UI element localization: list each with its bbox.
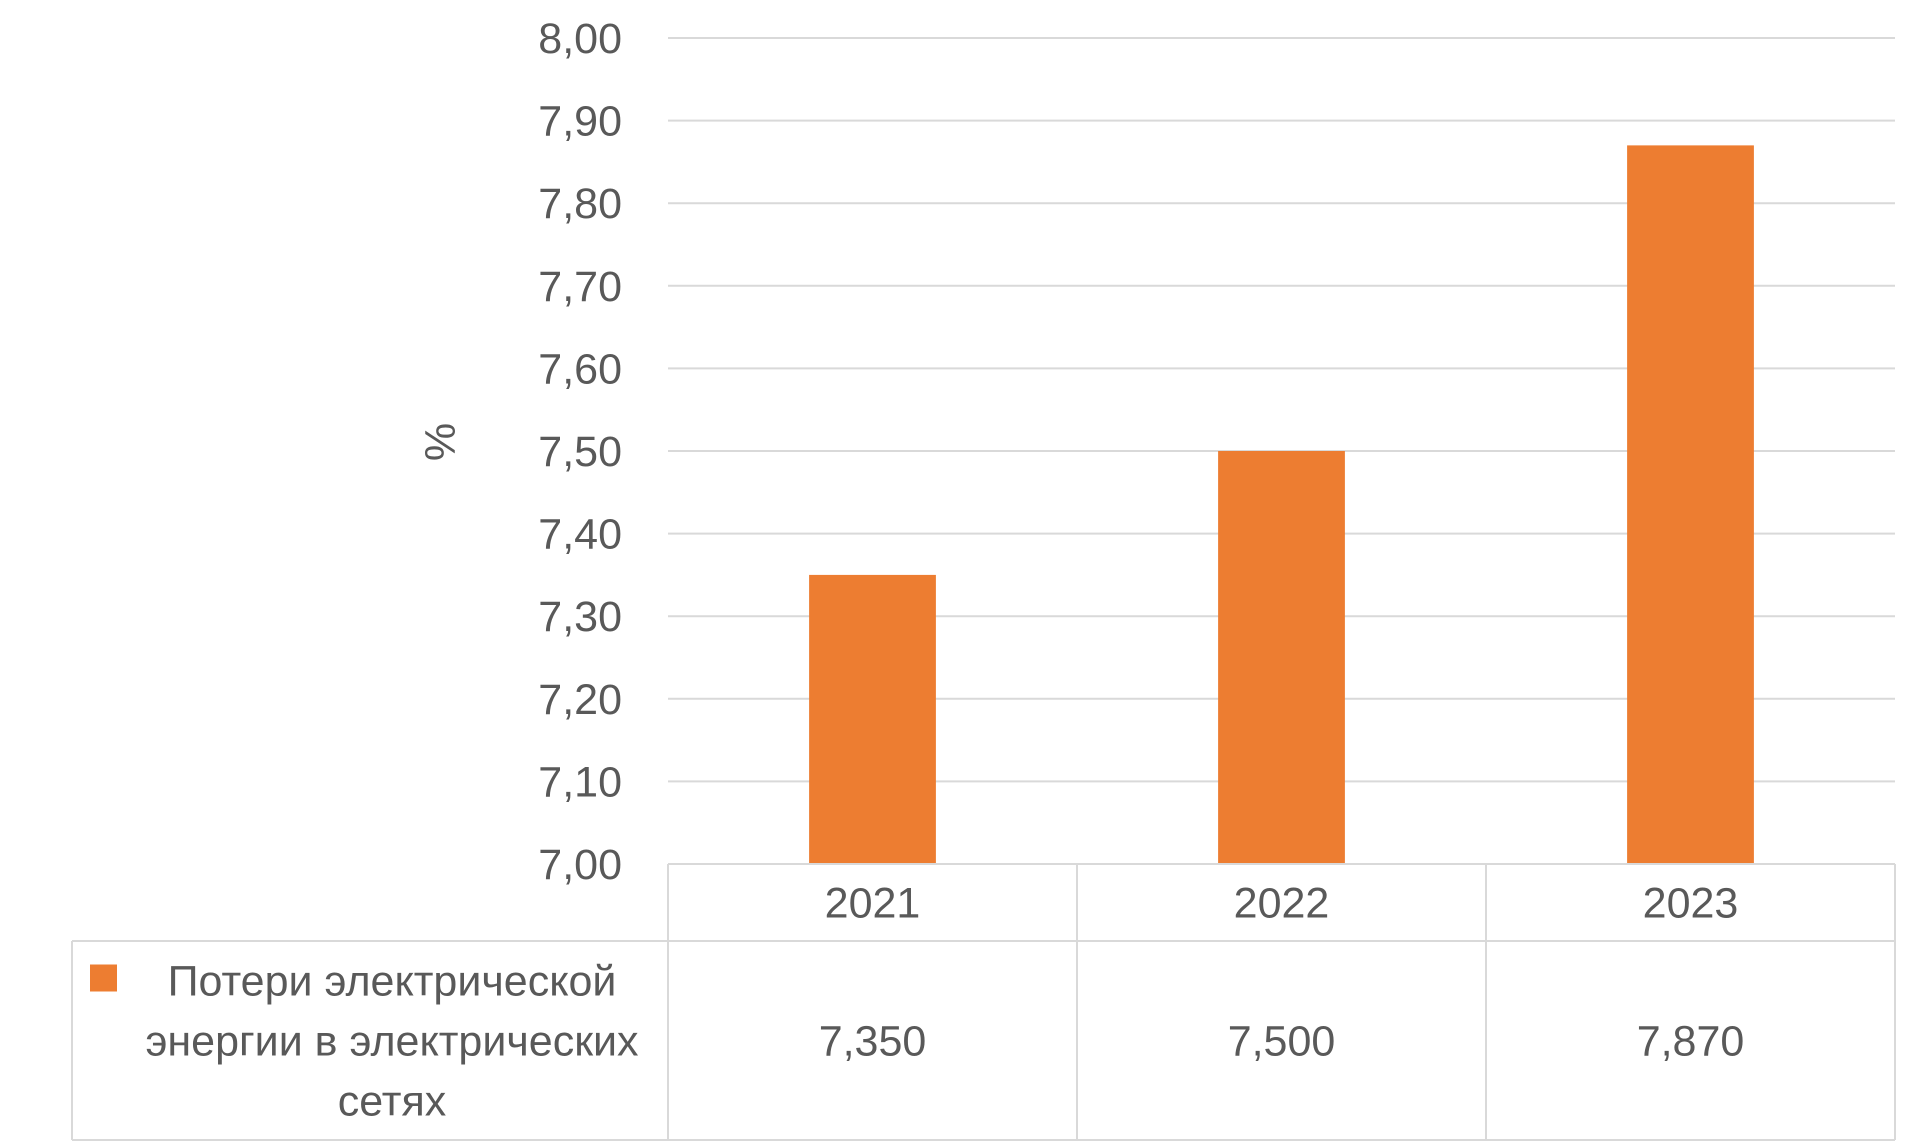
x-category-label: 2023 bbox=[1643, 880, 1739, 928]
y-tick-label: 7,50 bbox=[538, 428, 622, 476]
y-tick-label: 7,10 bbox=[538, 758, 622, 806]
data-table: 2021 7,350 2022 7,500 2023 7,870 Потери электр… bbox=[71, 863, 1896, 1141]
bar-2023 bbox=[1627, 145, 1754, 864]
data-value-label: 7,870 bbox=[1637, 1018, 1745, 1066]
y-tick-label: 7,90 bbox=[538, 98, 622, 146]
bars bbox=[809, 145, 1754, 864]
x-category-label: 2021 bbox=[825, 880, 921, 928]
data-value-label: 7,500 bbox=[1228, 1018, 1336, 1066]
y-tick-label: 7,30 bbox=[538, 593, 622, 641]
y-axis-title: % bbox=[417, 423, 465, 461]
y-axis-ticks: 7,00 7,10 7,20 7,30 7,40 7,50 7,60 7,70 7,80 7,90… bbox=[538, 15, 622, 889]
y-tick-label: 7,40 bbox=[538, 511, 622, 559]
bar-2021 bbox=[809, 574, 936, 864]
legend-series-name: Потери электрической bbox=[168, 958, 617, 1006]
legend-series-name: сетях bbox=[338, 1078, 447, 1126]
x-category-label: 2022 bbox=[1234, 880, 1330, 928]
y-tick-label: 7,70 bbox=[538, 263, 622, 311]
legend-series-name: энергии в электрических bbox=[145, 1018, 639, 1066]
y-tick-label: 8,00 bbox=[538, 15, 622, 63]
data-value-label: 7,350 bbox=[819, 1018, 927, 1066]
bar-2022 bbox=[1218, 451, 1345, 864]
y-tick-label: 7,60 bbox=[538, 345, 622, 393]
y-tick-label: 7,00 bbox=[538, 841, 622, 889]
y-tick-label: 7,20 bbox=[538, 676, 622, 724]
legend-key-swatch bbox=[90, 964, 117, 992]
y-tick-label: 7,80 bbox=[538, 180, 622, 228]
